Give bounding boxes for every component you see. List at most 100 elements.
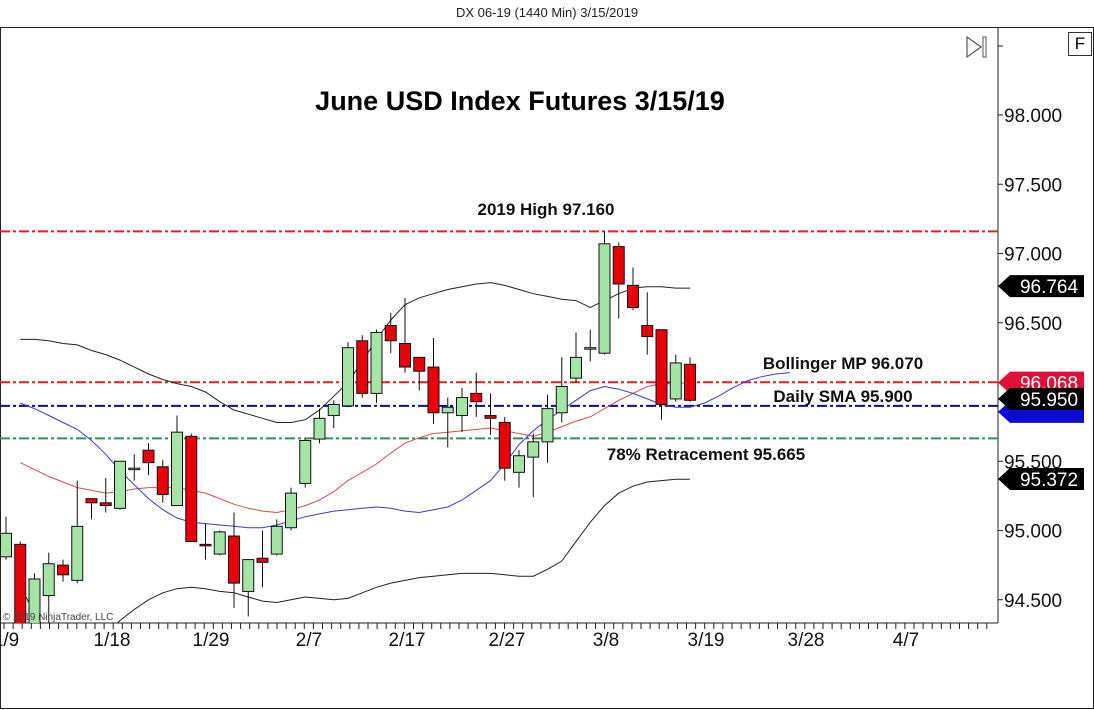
x-tick-label: 2/17 — [389, 630, 426, 651]
level-label: 2019 High 97.160 — [477, 200, 614, 219]
plot-area: June USD Index Futures 3/15/19 2019 High … — [0, 86, 998, 623]
candle — [14, 541, 27, 623]
candle-body-down — [99, 502, 112, 507]
candle-body-down — [156, 466, 169, 495]
candle — [228, 512, 240, 609]
end-bar — [982, 36, 987, 58]
candle-body-down — [427, 366, 440, 414]
candle-body-up — [570, 356, 582, 379]
candle-body-down — [356, 340, 369, 394]
candle — [171, 415, 183, 507]
candle-body-down — [57, 564, 69, 576]
candle — [270, 519, 283, 556]
candle-body-up — [299, 439, 312, 484]
candle-body-up — [513, 455, 525, 473]
f-button[interactable]: F — [1068, 32, 1092, 56]
candle — [114, 460, 126, 510]
candle-body-up — [28, 578, 41, 623]
candle-body-down — [142, 449, 155, 464]
candle-body-up — [584, 347, 597, 350]
candle — [470, 372, 483, 417]
y-tick-label: 97.500 — [1004, 175, 1062, 196]
y-tick-label: 97.000 — [1004, 245, 1062, 266]
candle — [456, 387, 468, 433]
x-tick-label: 2/7 — [296, 630, 322, 651]
indicator-line-lower — [19, 478, 690, 623]
x-tick-label: 4/7 — [893, 630, 919, 651]
candle-body-up — [171, 431, 183, 507]
candle-body-down — [684, 363, 696, 401]
level-label: Daily SMA 95.900 — [773, 387, 912, 406]
play-triangle — [966, 35, 983, 59]
candle-body-down — [655, 329, 668, 405]
candle — [627, 267, 639, 311]
candle-body-down — [413, 356, 426, 372]
candle — [85, 498, 98, 520]
x-tick-label: 3/28 — [788, 630, 825, 651]
x-tick-label: 1/9 — [0, 630, 19, 651]
candle — [0, 516, 12, 560]
candle — [384, 313, 397, 354]
candle-body-up — [598, 243, 611, 354]
candle-body-up — [342, 347, 354, 407]
candle — [513, 450, 525, 488]
candle — [142, 443, 155, 476]
price-marker-badge — [998, 467, 1084, 490]
candle — [313, 408, 326, 444]
candle — [541, 394, 554, 463]
price-marker-text: 95.950 — [1020, 390, 1078, 411]
candle — [256, 530, 269, 588]
candle-body-up — [114, 460, 126, 509]
candle-body-up — [71, 525, 84, 581]
candle — [99, 477, 112, 513]
candle-body-up — [285, 492, 297, 529]
y-tick-label: 94.500 — [1004, 591, 1062, 612]
price-marker: 95.950 — [998, 387, 1084, 411]
indicator-line-middle — [20, 381, 691, 514]
candle-body-down — [85, 498, 98, 504]
candle — [527, 433, 540, 498]
price-marker-badge — [998, 275, 1084, 298]
y-tick-label: 95.000 — [1004, 522, 1062, 543]
candle-body-up — [327, 403, 340, 417]
candle-body-up — [456, 397, 468, 417]
x-tick-label: 3/19 — [688, 630, 725, 651]
candle — [570, 332, 582, 383]
price-marker-text: 95.372 — [1020, 470, 1078, 491]
window-title: DX 06-19 (1440 Min) 3/15/2019 — [455, 5, 639, 20]
candle — [655, 329, 668, 420]
candle-body-down — [256, 557, 269, 563]
candle-body-up — [270, 525, 283, 555]
candle — [612, 242, 625, 319]
candle — [427, 337, 440, 424]
candle-body-up — [128, 467, 141, 471]
candle — [669, 354, 682, 402]
candle — [327, 400, 340, 429]
candle-body-down — [228, 535, 240, 584]
candle — [342, 342, 354, 408]
candle-body-down — [612, 246, 625, 285]
candle-body-down — [384, 325, 397, 342]
price-marker: 95.372 — [998, 467, 1084, 491]
candle-body-down — [199, 543, 212, 547]
candle-body-down — [470, 392, 483, 403]
candle-body-up — [0, 532, 12, 558]
candle — [641, 292, 654, 355]
price-marker-badge — [998, 387, 1084, 410]
candle — [484, 393, 497, 435]
candle — [598, 231, 611, 355]
candle — [28, 573, 41, 623]
candle-body-down — [627, 284, 639, 309]
copyright-text: © 2019 NinjaTrader, LLC — [3, 612, 113, 623]
candle-body-up — [213, 531, 226, 555]
candle-body-up — [541, 408, 554, 443]
candle — [242, 559, 255, 617]
candle — [399, 297, 411, 373]
candle-body-up — [42, 563, 55, 597]
level-label: Bollinger MP 96.070 — [763, 354, 923, 373]
x-tick-label: 1/18 — [94, 630, 131, 651]
candle — [156, 459, 169, 503]
play-to-end-icon[interactable] — [966, 35, 987, 59]
